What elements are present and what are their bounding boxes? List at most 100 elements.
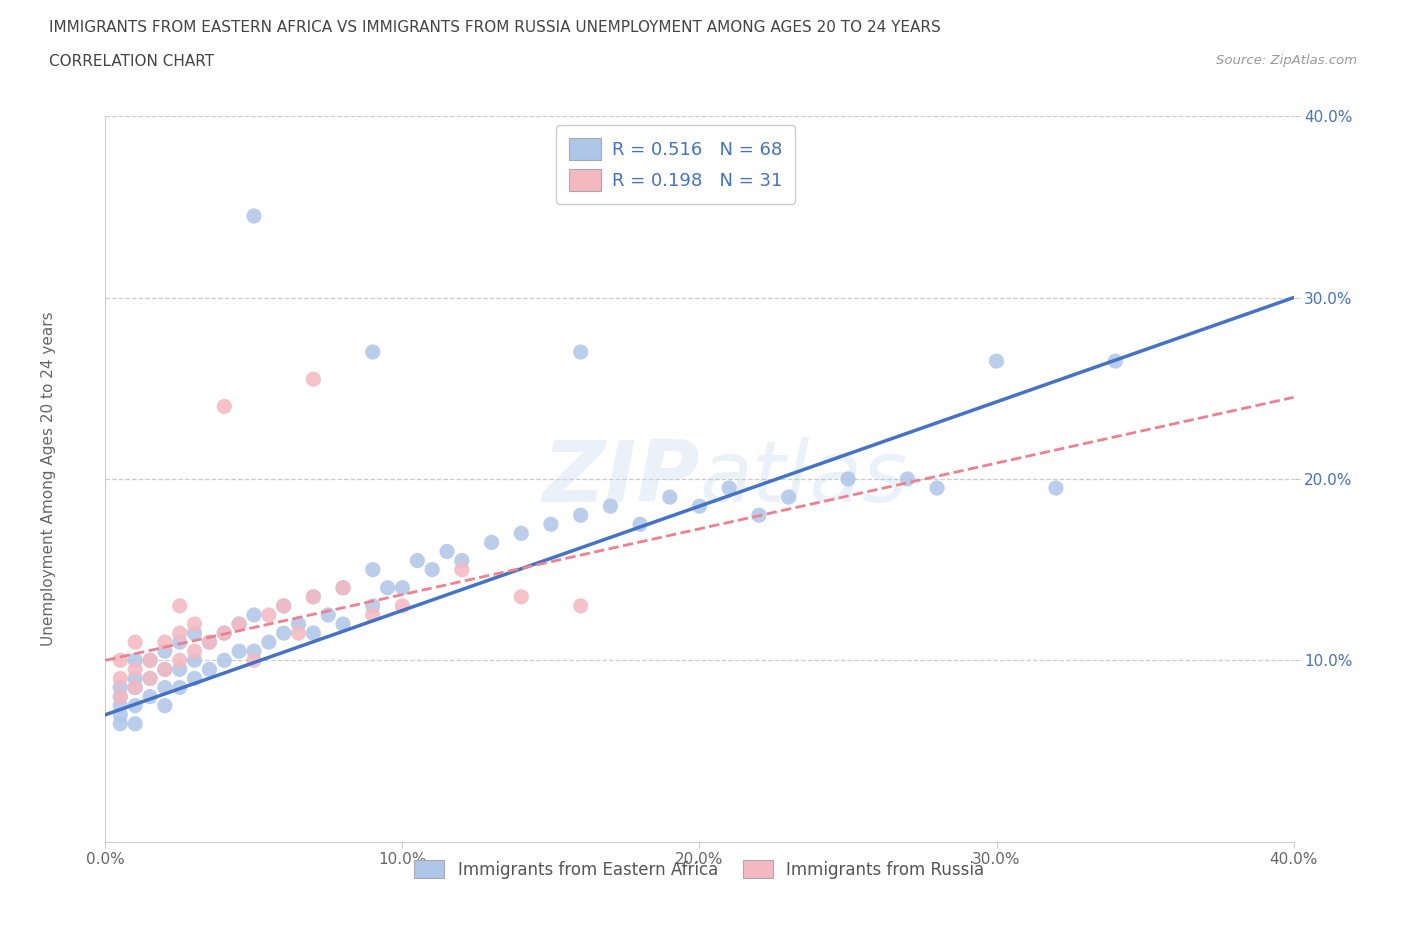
Point — [748, 508, 770, 523]
Point — [228, 617, 250, 631]
Point — [243, 653, 266, 668]
Point — [377, 580, 399, 595]
Point — [896, 472, 918, 486]
Point — [214, 653, 236, 668]
Point — [569, 599, 592, 614]
Text: ZIP: ZIP — [541, 437, 700, 521]
Point — [302, 590, 325, 604]
Text: atlas: atlas — [700, 437, 907, 521]
Text: Unemployment Among Ages 20 to 24 years: Unemployment Among Ages 20 to 24 years — [41, 312, 56, 646]
Point — [183, 653, 205, 668]
Point — [110, 653, 132, 668]
Point — [183, 617, 205, 631]
Point — [481, 535, 503, 550]
Point — [243, 607, 266, 622]
Point — [153, 680, 176, 695]
Point — [628, 517, 651, 532]
Point — [169, 653, 191, 668]
Point — [183, 644, 205, 658]
Point — [986, 353, 1008, 368]
Point — [302, 372, 325, 387]
Point — [540, 517, 562, 532]
Point — [243, 644, 266, 658]
Point — [287, 626, 309, 641]
Point — [273, 599, 295, 614]
Point — [139, 671, 162, 686]
Point — [183, 626, 205, 641]
Point — [361, 562, 384, 577]
Point — [198, 635, 221, 650]
Point — [198, 635, 221, 650]
Point — [153, 698, 176, 713]
Point — [436, 544, 458, 559]
Point — [302, 590, 325, 604]
Point — [124, 671, 146, 686]
Text: CORRELATION CHART: CORRELATION CHART — [49, 54, 214, 69]
Point — [169, 599, 191, 614]
Point — [273, 626, 295, 641]
Point — [153, 662, 176, 677]
Point — [658, 490, 681, 505]
Point — [569, 508, 592, 523]
Point — [214, 626, 236, 641]
Point — [228, 617, 250, 631]
Point — [316, 607, 339, 622]
Point — [214, 626, 236, 641]
Point — [110, 680, 132, 695]
Legend: Immigrants from Eastern Africa, Immigrants from Russia: Immigrants from Eastern Africa, Immigran… — [408, 854, 991, 885]
Point — [110, 671, 132, 686]
Point — [169, 635, 191, 650]
Point — [257, 635, 280, 650]
Point — [510, 590, 533, 604]
Point — [406, 553, 429, 568]
Text: IMMIGRANTS FROM EASTERN AFRICA VS IMMIGRANTS FROM RUSSIA UNEMPLOYMENT AMONG AGES: IMMIGRANTS FROM EASTERN AFRICA VS IMMIGR… — [49, 20, 941, 35]
Point — [778, 490, 800, 505]
Point — [927, 481, 949, 496]
Point — [420, 562, 443, 577]
Point — [153, 644, 176, 658]
Point — [153, 662, 176, 677]
Point — [837, 472, 859, 486]
Point — [139, 653, 162, 668]
Point — [1104, 353, 1126, 368]
Point — [124, 698, 146, 713]
Point — [569, 344, 592, 359]
Point — [361, 607, 384, 622]
Point — [391, 580, 413, 595]
Point — [124, 635, 146, 650]
Point — [214, 399, 236, 414]
Point — [257, 607, 280, 622]
Point — [169, 680, 191, 695]
Point — [139, 653, 162, 668]
Text: Source: ZipAtlas.com: Source: ZipAtlas.com — [1216, 54, 1357, 67]
Point — [510, 526, 533, 541]
Point — [110, 698, 132, 713]
Point — [139, 689, 162, 704]
Point — [361, 599, 384, 614]
Point — [124, 653, 146, 668]
Point — [361, 344, 384, 359]
Point — [124, 680, 146, 695]
Point — [124, 680, 146, 695]
Point — [183, 671, 205, 686]
Point — [139, 671, 162, 686]
Point — [1045, 481, 1067, 496]
Point — [332, 617, 354, 631]
Point — [332, 580, 354, 595]
Point — [599, 498, 621, 513]
Point — [391, 599, 413, 614]
Point — [689, 498, 711, 513]
Point — [169, 626, 191, 641]
Point — [287, 617, 309, 631]
Point — [450, 562, 472, 577]
Point — [228, 644, 250, 658]
Point — [243, 208, 266, 223]
Point — [124, 716, 146, 731]
Point — [124, 662, 146, 677]
Point — [302, 626, 325, 641]
Point — [110, 707, 132, 722]
Point — [110, 716, 132, 731]
Point — [110, 689, 132, 704]
Point — [153, 635, 176, 650]
Point — [450, 553, 472, 568]
